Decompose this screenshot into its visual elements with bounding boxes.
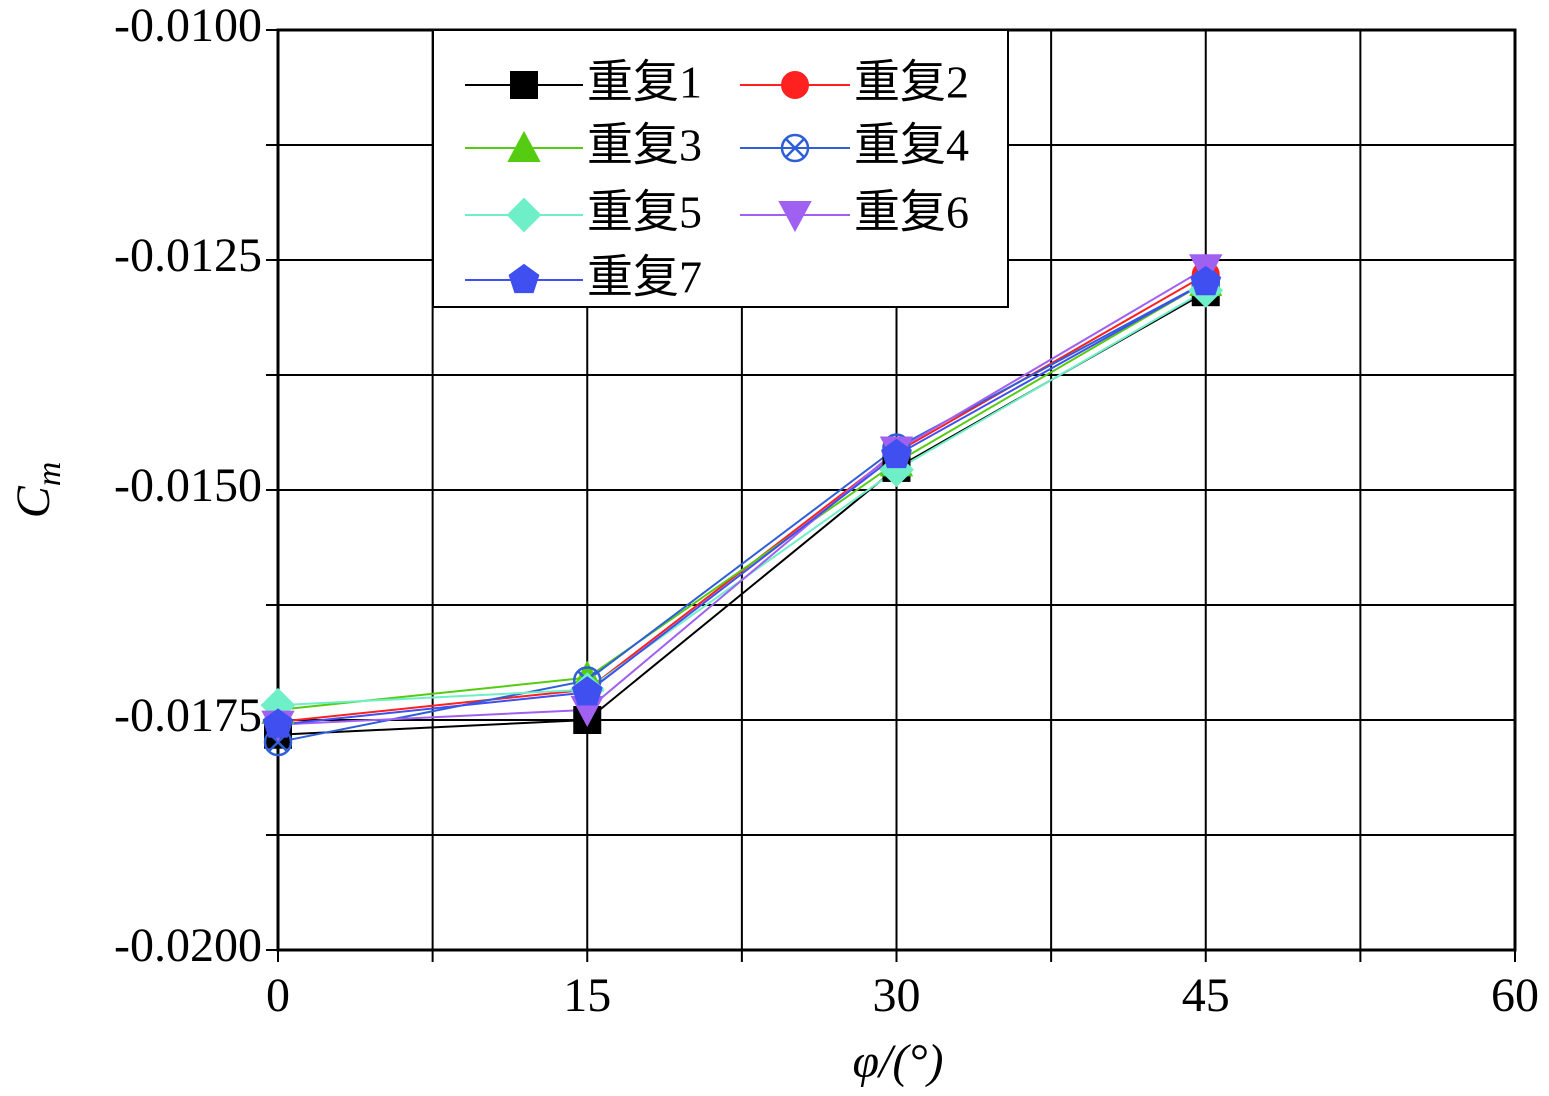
marker — [508, 263, 540, 294]
series-line — [277, 267, 1207, 726]
legend-label: 重复5 — [587, 187, 702, 238]
legend-label: 重复3 — [587, 120, 702, 171]
legend-label: 重复6 — [854, 187, 969, 238]
marker — [781, 71, 809, 99]
marker — [778, 201, 812, 233]
marker — [1190, 265, 1222, 296]
marker — [510, 71, 538, 99]
y-tick-label: -0.0125 — [114, 229, 262, 282]
y-axis-label: Cm — [7, 462, 68, 519]
x-tick-label: 0 — [266, 969, 290, 1022]
marker — [507, 130, 541, 162]
y-tick-label: -0.0200 — [114, 919, 262, 972]
series-line — [277, 281, 1207, 744]
y-tick-label: -0.0150 — [114, 459, 262, 512]
x-tick-label: 60 — [1491, 969, 1539, 1022]
y-tick-label: -0.0175 — [114, 689, 262, 742]
legend-label: 重复2 — [854, 57, 969, 108]
x-tick-label: 15 — [563, 969, 611, 1022]
series-line — [277, 281, 1207, 711]
y-tick-label: -0.0100 — [114, 0, 262, 52]
marker — [780, 133, 810, 163]
legend-label: 重复4 — [854, 120, 969, 171]
legend: 重复1 重复2 重复3 重复4 重复5 重复6 重复7 — [432, 29, 1009, 308]
legend-label: 重复1 — [587, 57, 702, 108]
series-line — [277, 281, 1207, 726]
marker — [881, 438, 912, 469]
marker — [262, 708, 294, 738]
legend-label: 重复7 — [587, 252, 702, 303]
x-axis-label: φ/(°) — [852, 1035, 943, 1088]
marker — [506, 197, 542, 233]
x-tick-label: 45 — [1182, 969, 1230, 1022]
x-tick-label: 30 — [873, 969, 921, 1022]
y-axis-label-main: C — [7, 485, 60, 518]
y-axis-label-sub: m — [31, 462, 68, 487]
marker — [571, 676, 603, 706]
